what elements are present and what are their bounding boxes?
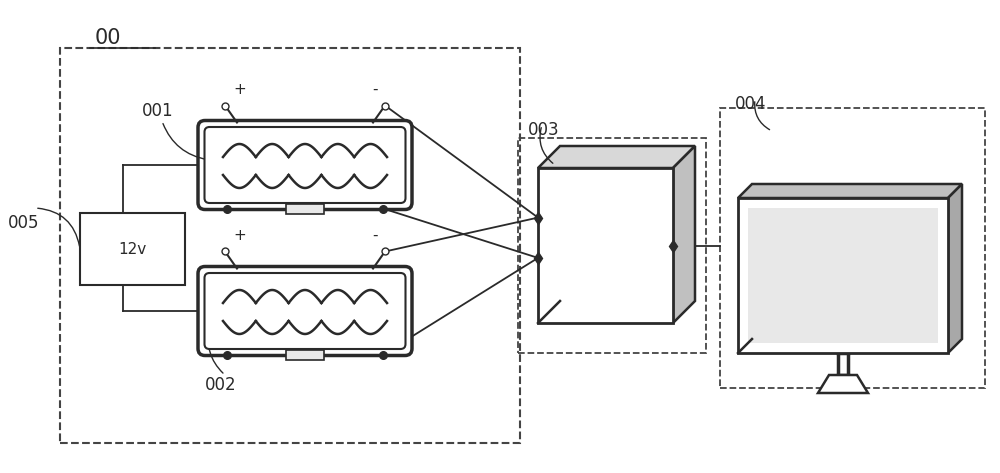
Polygon shape	[948, 184, 962, 353]
Polygon shape	[673, 146, 695, 323]
Text: 004: 004	[735, 95, 767, 113]
Text: 002: 002	[205, 376, 237, 394]
Bar	[748, 208, 938, 343]
Bar	[286, 350, 324, 359]
Bar	[286, 203, 324, 213]
FancyBboxPatch shape	[198, 266, 412, 356]
Text: -: -	[372, 82, 378, 97]
Polygon shape	[818, 375, 868, 393]
Bar	[738, 198, 948, 353]
FancyBboxPatch shape	[205, 273, 406, 349]
Text: 00: 00	[95, 28, 122, 48]
Text: +: +	[234, 228, 246, 243]
Text: 12v: 12v	[118, 242, 147, 256]
Bar	[518, 138, 706, 353]
Bar	[538, 168, 673, 323]
Text: -: -	[372, 228, 378, 243]
Text: 003: 003	[528, 121, 560, 139]
Text: 001: 001	[142, 102, 174, 120]
Polygon shape	[738, 184, 962, 198]
Text: 005: 005	[8, 214, 40, 232]
Bar	[60, 48, 520, 443]
Polygon shape	[538, 146, 695, 168]
Bar	[80, 213, 185, 285]
FancyBboxPatch shape	[198, 121, 412, 210]
Text: +: +	[234, 82, 246, 97]
FancyBboxPatch shape	[205, 127, 406, 203]
Bar	[720, 108, 985, 388]
